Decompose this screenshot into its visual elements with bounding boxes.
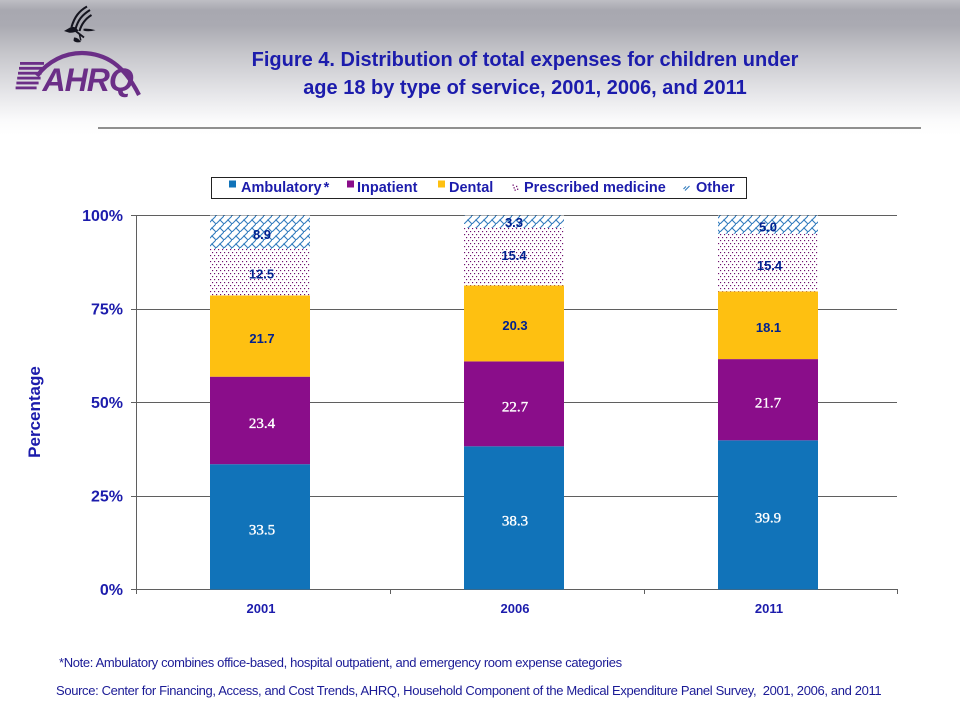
svg-text:23.4: 23.4 <box>249 416 276 432</box>
svg-text:2011: 2011 <box>755 601 783 616</box>
svg-text:75%: 75% <box>91 302 123 319</box>
svg-text:18.1: 18.1 <box>756 320 781 335</box>
svg-text:2001: 2001 <box>247 601 276 616</box>
svg-text:AHRQ: AHRQ <box>42 62 134 98</box>
svg-text:5.0: 5.0 <box>759 220 777 235</box>
svg-text:22.7: 22.7 <box>502 399 529 415</box>
svg-text:100%: 100% <box>82 208 123 225</box>
svg-text:33.5: 33.5 <box>249 523 275 539</box>
svg-text:50%: 50% <box>91 395 123 412</box>
svg-text:25%: 25% <box>91 489 123 506</box>
svg-text:15.4: 15.4 <box>501 248 527 263</box>
svg-text:21.7: 21.7 <box>249 331 274 346</box>
svg-text:8.9: 8.9 <box>253 227 271 242</box>
svg-text:38.3: 38.3 <box>502 514 528 530</box>
svg-text:2006: 2006 <box>501 601 530 616</box>
svg-text:12.5: 12.5 <box>249 267 274 282</box>
svg-text:39.9: 39.9 <box>755 511 781 527</box>
svg-text:Percentage: Percentage <box>25 366 44 458</box>
svg-text:3.3: 3.3 <box>505 215 523 230</box>
svg-text:21.7: 21.7 <box>755 396 782 412</box>
svg-text:15.4: 15.4 <box>757 258 783 273</box>
svg-text:0%: 0% <box>100 582 123 599</box>
svg-text:20.3: 20.3 <box>502 318 527 333</box>
